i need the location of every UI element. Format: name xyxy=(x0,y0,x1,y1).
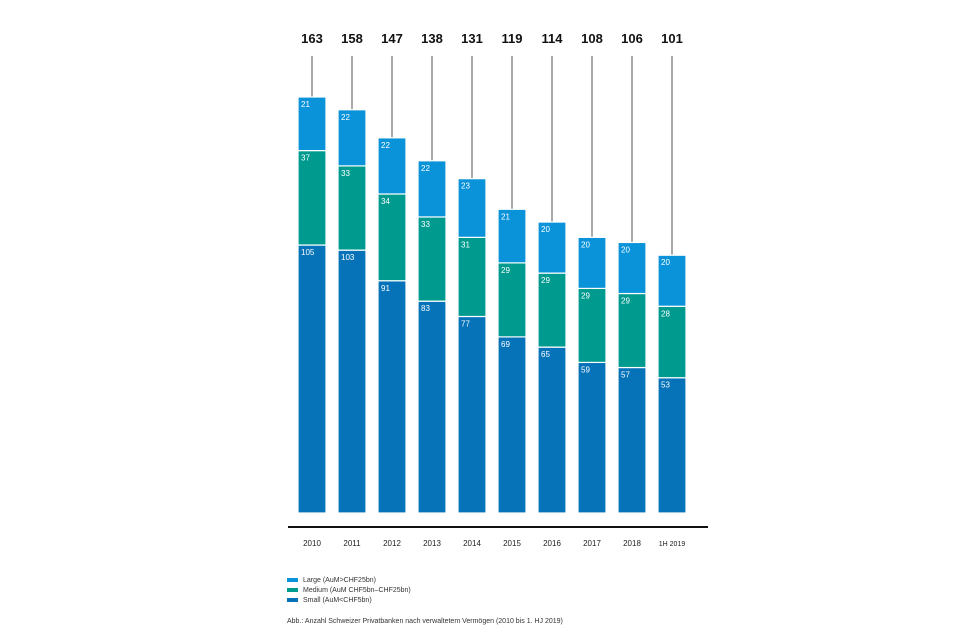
bar-segment-large xyxy=(377,137,407,195)
legend-item-medium: Medium (AuM CHF5bn–CHF25bn) xyxy=(287,585,411,595)
bar-segment-small xyxy=(377,280,407,514)
bar-segment-large xyxy=(617,241,647,295)
data-label: 105 xyxy=(301,248,315,257)
total-label: 106 xyxy=(621,31,643,46)
data-label: 29 xyxy=(501,266,510,275)
legend-swatch-medium xyxy=(287,588,298,592)
total-label: 147 xyxy=(381,31,403,46)
x-tick-label: 1H 2019 xyxy=(659,541,686,548)
legend-label-medium: Medium (AuM CHF5bn–CHF25bn) xyxy=(303,586,411,594)
data-label: 23 xyxy=(461,182,470,191)
bar-segment-small xyxy=(617,366,647,514)
bar-segment-medium xyxy=(377,193,407,282)
legend-item-large: Large (AuM>CHF25bn) xyxy=(287,575,411,585)
data-label: 69 xyxy=(501,340,510,349)
x-tick-label: 2018 xyxy=(623,539,641,548)
data-label: 20 xyxy=(581,240,590,249)
bar-segment-large xyxy=(457,178,487,238)
bar-segment-medium xyxy=(497,262,527,338)
x-tick-label: 2017 xyxy=(583,539,601,548)
data-label: 29 xyxy=(581,291,590,300)
legend-label-small: Small (AuM<CHF5bn) xyxy=(303,596,372,604)
legend-item-small: Small (AuM<CHF5bn) xyxy=(287,595,411,605)
total-label: 101 xyxy=(661,31,683,46)
bar-segment-large xyxy=(577,236,607,290)
total-label: 158 xyxy=(341,31,363,46)
bar-segment-medium xyxy=(337,165,367,251)
data-label: 83 xyxy=(421,304,430,313)
data-label: 34 xyxy=(381,197,390,206)
bar-segment-small xyxy=(657,377,687,514)
bar-segment-large xyxy=(337,109,367,167)
bar-segment-large xyxy=(417,160,447,218)
data-label: 53 xyxy=(661,381,670,390)
data-label: 20 xyxy=(621,245,630,254)
bar-segment-small xyxy=(337,249,367,514)
total-label: 119 xyxy=(502,31,523,46)
data-label: 22 xyxy=(421,164,430,173)
total-label: 163 xyxy=(301,31,323,46)
legend-swatch-small xyxy=(287,598,298,602)
data-label: 22 xyxy=(341,113,350,122)
x-tick-label: 2015 xyxy=(503,539,521,548)
bar-segment-small xyxy=(417,300,447,514)
bar-segment-medium xyxy=(417,216,447,302)
data-label: 59 xyxy=(581,365,590,374)
total-label: 131 xyxy=(461,31,483,46)
x-tick-label: 2016 xyxy=(543,539,561,548)
data-label: 28 xyxy=(661,309,670,318)
data-label: 103 xyxy=(341,253,355,262)
data-label: 37 xyxy=(301,154,310,163)
bar-segment-small xyxy=(537,346,567,514)
x-tick-label: 2013 xyxy=(423,539,441,548)
bar-segment-medium xyxy=(537,272,567,348)
data-label: 22 xyxy=(381,141,390,150)
x-tick-label: 2011 xyxy=(343,539,361,548)
bar-segment-medium xyxy=(297,149,327,246)
bar-segment-small xyxy=(457,315,487,514)
legend: Large (AuM>CHF25bn) Medium (AuM CHF5bn–C… xyxy=(287,575,411,605)
data-label: 91 xyxy=(381,284,390,293)
data-label: 57 xyxy=(621,371,630,380)
data-label: 20 xyxy=(661,258,670,267)
legend-swatch-large xyxy=(287,578,298,582)
data-label: 33 xyxy=(341,169,350,178)
x-tick-label: 2014 xyxy=(463,539,481,548)
x-tick-label: 2012 xyxy=(383,539,401,548)
bar-segment-large xyxy=(497,208,527,264)
bar-segment-large xyxy=(657,254,687,307)
bar-segment-large xyxy=(537,221,567,274)
bar-segment-large xyxy=(297,96,327,152)
total-label: 108 xyxy=(581,31,603,46)
chart-caption: Abb.: Anzahl Schweizer Privatbanken nach… xyxy=(287,618,563,625)
bar-segment-medium xyxy=(577,287,607,364)
bar-segment-small xyxy=(497,336,527,514)
bar-segment-small xyxy=(577,361,607,514)
bar-segment-small xyxy=(297,244,327,514)
data-label: 33 xyxy=(421,220,430,229)
data-label: 65 xyxy=(541,350,550,359)
data-label: 20 xyxy=(541,225,550,234)
legend-label-large: Large (AuM>CHF25bn) xyxy=(303,576,376,584)
data-label: 31 xyxy=(461,240,470,249)
total-label: 114 xyxy=(542,31,564,46)
data-label: 29 xyxy=(541,276,550,285)
data-label: 21 xyxy=(301,100,310,109)
data-label: 21 xyxy=(501,212,510,221)
data-label: 77 xyxy=(461,319,470,328)
total-label: 138 xyxy=(421,31,443,46)
data-label: 29 xyxy=(621,297,630,306)
x-tick-label: 2010 xyxy=(303,539,321,548)
